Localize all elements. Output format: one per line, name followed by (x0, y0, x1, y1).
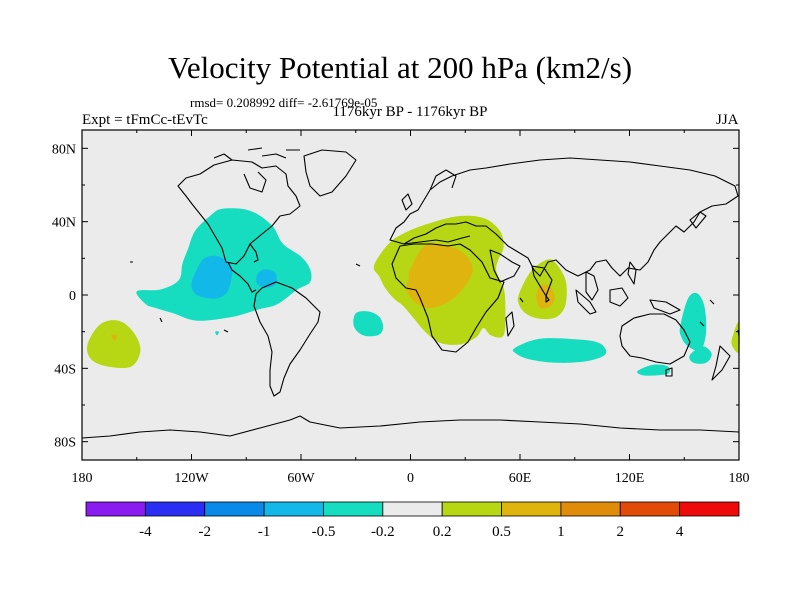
coast-madagascar (505, 311, 515, 337)
region-tiny-east-pacific-dot (215, 331, 219, 336)
colorbar: -4 -2 -1 -0.5 -0.2 0.2 0.5 1 2 4 (85, 501, 740, 540)
chart-subtitle: rmsd= 0.208992 diff= -2.61769e-05 (190, 95, 378, 110)
coast-philippines (627, 261, 637, 285)
colorbar-label: -2 (198, 524, 211, 540)
x-axis: 180 120W 60W 0 60E 120E 180 (72, 130, 750, 486)
colorbar-label: -1 (258, 524, 271, 540)
region-south-pacific-positive (86, 320, 141, 369)
coastlines (81, 147, 740, 439)
y-axis: 80N 40N 0 40S 80S (52, 142, 739, 451)
coast-new-zealand (711, 345, 731, 381)
coast-antarctica (81, 415, 740, 439)
region-dateline-edge-positive (731, 321, 740, 353)
chart-title: Velocity Potential at 200 hPa (km2/s) (167, 50, 633, 85)
region-south-atlantic-negative (353, 311, 384, 337)
region-eastern-pacific-core (191, 255, 233, 299)
y-tick-label: 0 (69, 289, 76, 304)
region-africa-core (406, 243, 473, 308)
experiment-label: Expt = tFmCc-tEvTc (82, 112, 208, 128)
coast-gulf (227, 261, 257, 293)
colorbar-label: -0.5 (312, 524, 336, 540)
colorbar-label: 0.5 (492, 524, 511, 540)
colorbar-label: -0.2 (371, 524, 395, 540)
region-tasman-negative (689, 346, 712, 364)
x-tick-label: 60W (287, 471, 315, 486)
region-coral-sea-negative (679, 292, 707, 351)
colorbar-box (382, 501, 443, 517)
colorbar-label: 4 (676, 524, 684, 540)
y-tick-label: 40N (52, 216, 76, 231)
coast-japan (689, 211, 707, 229)
coast-australia (619, 313, 691, 365)
coast-tasmania (665, 367, 673, 377)
colorbar-box (85, 501, 146, 517)
region-south-pacific-core (111, 334, 117, 341)
season-label: JJA (716, 112, 739, 128)
coast-africa (391, 243, 505, 353)
colorbar-box (679, 501, 740, 517)
x-tick-label: 180 (72, 471, 93, 486)
colorbar-label: 2 (617, 524, 625, 540)
coast-hudson (243, 171, 267, 193)
coast-indochina (585, 271, 599, 301)
colorbar-box (501, 501, 562, 517)
x-tick-label: 60E (509, 471, 532, 486)
colorbar-box (441, 501, 502, 517)
colorbar-box (619, 501, 681, 517)
coast-mediterranean (403, 235, 471, 245)
colorbar-box (263, 501, 324, 517)
period-label: 1176kyr BP - 1176kyr BP (332, 104, 488, 120)
coast-borneo (609, 287, 629, 307)
coast-sumatra (575, 289, 597, 315)
colorbar-label: 0.2 (433, 524, 452, 540)
x-tick-label: 0 (407, 471, 414, 486)
x-tick-label: 120E (615, 471, 645, 486)
coast-new-guinea (649, 299, 681, 315)
coast-florida (249, 243, 259, 263)
colorbar-box (560, 501, 621, 517)
colorbar-box (144, 501, 206, 517)
coast-sri-lanka (545, 295, 550, 303)
region-south-of-australia-negative (637, 364, 671, 376)
colorbar-box (323, 501, 384, 517)
coast-uk (401, 193, 413, 211)
coast-arabia (489, 249, 521, 283)
x-tick-label: 180 (729, 471, 750, 486)
x-tick-label: 120W (174, 471, 209, 486)
colorbar-box (204, 501, 265, 517)
colorbar-label: 1 (557, 524, 565, 540)
coast-eurasia (389, 157, 739, 277)
coast-south-america (253, 281, 321, 397)
coast-islands (130, 261, 740, 337)
coast-greenland (303, 149, 357, 197)
region-southern-indian-negative (512, 338, 607, 363)
coast-north-america (177, 159, 301, 265)
coast-arctic-islands (213, 147, 300, 161)
region-caribbean-core (256, 269, 277, 288)
y-tick-label: 80S (54, 436, 76, 451)
coast-scandinavia (429, 169, 457, 191)
y-tick-label: 40S (54, 362, 76, 377)
y-tick-label: 80N (52, 142, 76, 157)
colorbar-label: -4 (139, 524, 152, 540)
